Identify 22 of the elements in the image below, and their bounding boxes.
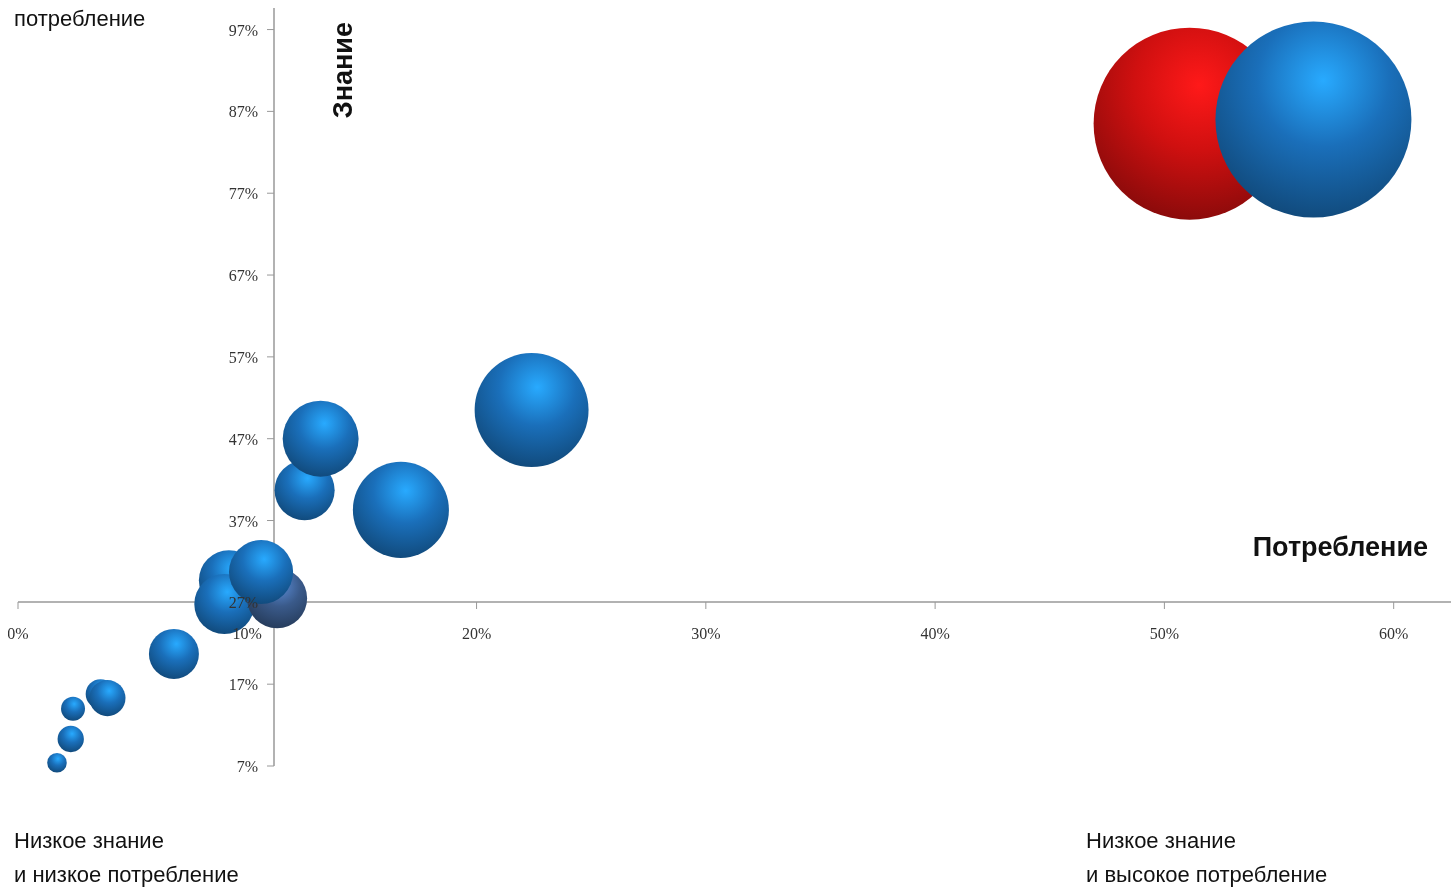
y-tick-label: 57%	[228, 348, 258, 366]
x-tick-label: 0%	[7, 625, 29, 642]
y-tick-label: 87%	[228, 103, 258, 121]
text: Низкое знание и низкое потребление	[14, 828, 239, 887]
annotation: потребление	[14, 6, 146, 31]
y-tick-label: 7%	[236, 758, 258, 775]
y-tick-label: 37%	[228, 512, 258, 530]
y-tick-label: 17%	[228, 676, 258, 694]
y-tick-label: 77%	[228, 185, 258, 203]
text: Низкое знание и высокое потребление	[1086, 828, 1328, 887]
x-tick-label: 30%	[691, 625, 721, 642]
y-tick-label: 67%	[228, 267, 258, 285]
y-axis-title: Знание	[328, 22, 358, 119]
x-tick-label: 20%	[461, 625, 492, 642]
x-axis-title: Потребление	[1252, 532, 1428, 562]
x-tick-label: 40%	[920, 625, 950, 642]
y-tick-label: 27%	[228, 594, 258, 612]
y-tick-label: 47%	[228, 430, 258, 448]
x-tick-label: 60%	[1379, 625, 1409, 642]
y-tick-label: 97%	[228, 21, 258, 39]
x-tick-label: 10%	[232, 625, 262, 642]
x-tick-label: 50%	[1149, 625, 1180, 642]
